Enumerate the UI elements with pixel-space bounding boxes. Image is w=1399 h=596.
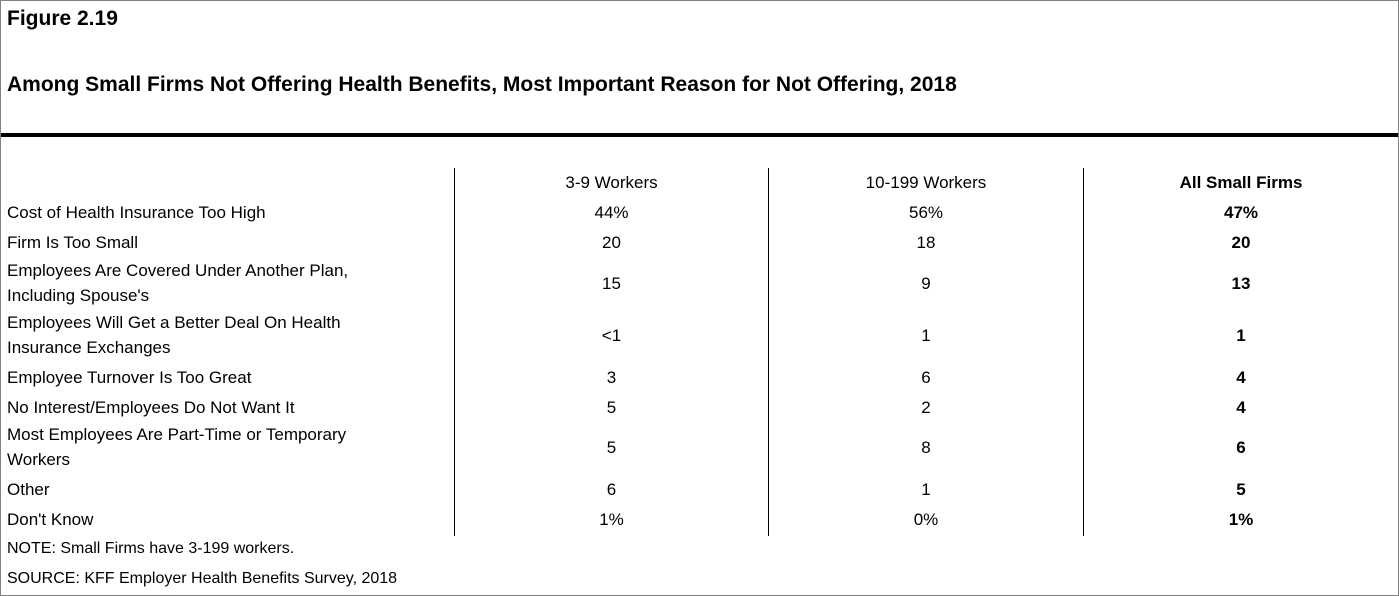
table-cell: 20 (602, 233, 621, 252)
table-cell: 4 (1236, 368, 1246, 387)
column-divider-2 (768, 168, 769, 536)
table-cell: 6 (1236, 437, 1246, 457)
column-header-3-9: 3-9 Workers (565, 173, 658, 192)
table-note: NOTE: Small Firms have 3-199 workers. (7, 540, 295, 557)
table-row: Most Employees Are Part-Time or Temporar… (1, 422, 1398, 472)
row-label: Employees Will Get a Better Deal On Heal… (7, 313, 341, 357)
table-cell: 1 (1236, 325, 1246, 345)
table-source: SOURCE: KFF Employer Health Benefits Sur… (7, 570, 398, 587)
table-cell: 1 (921, 480, 931, 499)
table-cell: 6 (921, 368, 931, 387)
column-header-10-199: 10-199 Workers (865, 173, 987, 192)
table-cell: 3 (606, 368, 617, 387)
table-cell: 15 (602, 273, 621, 293)
column-divider-1 (454, 168, 455, 536)
row-label: Don't Know (7, 510, 94, 529)
title-divider (1, 133, 1398, 137)
table-cell: 5 (606, 437, 617, 457)
table-cell: 0% (913, 510, 939, 529)
table-cell: 1 (921, 325, 931, 345)
table-cell: 9 (921, 273, 931, 293)
row-label: No Interest/Employees Do Not Want It (7, 398, 295, 417)
table-row: Employees Will Get a Better Deal On Heal… (1, 310, 1398, 360)
table-row: Don't Know 1% 0% 1% (1, 507, 1398, 532)
column-header-all-small-firms: All Small Firms (1179, 173, 1303, 192)
figure-label: Figure 2.19 (7, 7, 118, 30)
table-cell: 44% (594, 203, 629, 222)
table-cell: 1% (1228, 510, 1254, 529)
table-row: Employees Are Covered Under Another Plan… (1, 258, 1398, 308)
table-cell: 5 (606, 398, 617, 417)
table-cell: 6 (606, 480, 617, 499)
table-cell: 2 (921, 398, 931, 417)
table-row: Other 6 1 5 (1, 477, 1398, 502)
row-label: Most Employees Are Part-Time or Temporar… (7, 425, 347, 469)
row-label: Employee Turnover Is Too Great (7, 368, 252, 387)
table-row: Firm Is Too Small 20 18 20 (1, 230, 1398, 255)
table-cell: 8 (921, 437, 931, 457)
table-row: Employee Turnover Is Too Great 3 6 4 (1, 365, 1398, 390)
table-cell: 20 (1231, 233, 1251, 252)
column-divider-3 (1083, 168, 1084, 536)
row-label: Cost of Health Insurance Too High (7, 203, 266, 222)
table-cell: 56% (908, 203, 944, 222)
row-label: Employees Are Covered Under Another Plan… (7, 261, 349, 305)
table-cell: 5 (1236, 480, 1246, 499)
row-label: Firm Is Too Small (7, 233, 138, 252)
table-cell: 1% (599, 510, 624, 529)
chart-title: Among Small Firms Not Offering Health Be… (7, 73, 957, 96)
table-cell: 4 (1236, 398, 1246, 417)
table-row: Cost of Health Insurance Too High 44% 56% 4… (1, 200, 1398, 225)
table-cell: 18 (916, 233, 936, 252)
row-label: Other (7, 480, 50, 499)
table-cell: <1 (601, 325, 622, 345)
table-row: No Interest/Employees Do Not Want It 5 2 4 (1, 395, 1398, 420)
table-cell: 47% (1223, 203, 1259, 222)
table-cell: 13 (1231, 273, 1251, 293)
